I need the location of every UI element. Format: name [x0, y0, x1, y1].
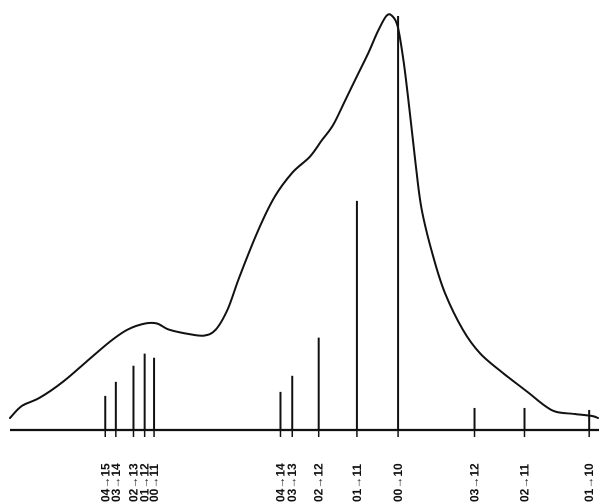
transition-label: 04→15 — [98, 463, 112, 502]
transition-label: 03→13 — [285, 463, 299, 502]
transition-label: 00→10 — [391, 463, 405, 502]
transition-label: 00→11 — [147, 464, 161, 502]
transition-sticks — [104, 16, 591, 430]
envelope-curve — [9, 13, 599, 419]
transition-label: 03→12 — [468, 463, 482, 502]
transition-label: 04→14 — [274, 463, 288, 502]
transition-label: 02→13 — [127, 463, 141, 502]
transition-label: 01→12 — [138, 463, 152, 502]
x-axis-ticks — [104, 430, 590, 437]
transition-label: 01→10 — [582, 463, 596, 502]
transition-label: 01→11 — [350, 464, 364, 502]
transition-label: 02→11 — [518, 464, 532, 502]
transition-label: 03→14 — [109, 463, 123, 502]
transition-label: 02→12 — [312, 463, 326, 502]
